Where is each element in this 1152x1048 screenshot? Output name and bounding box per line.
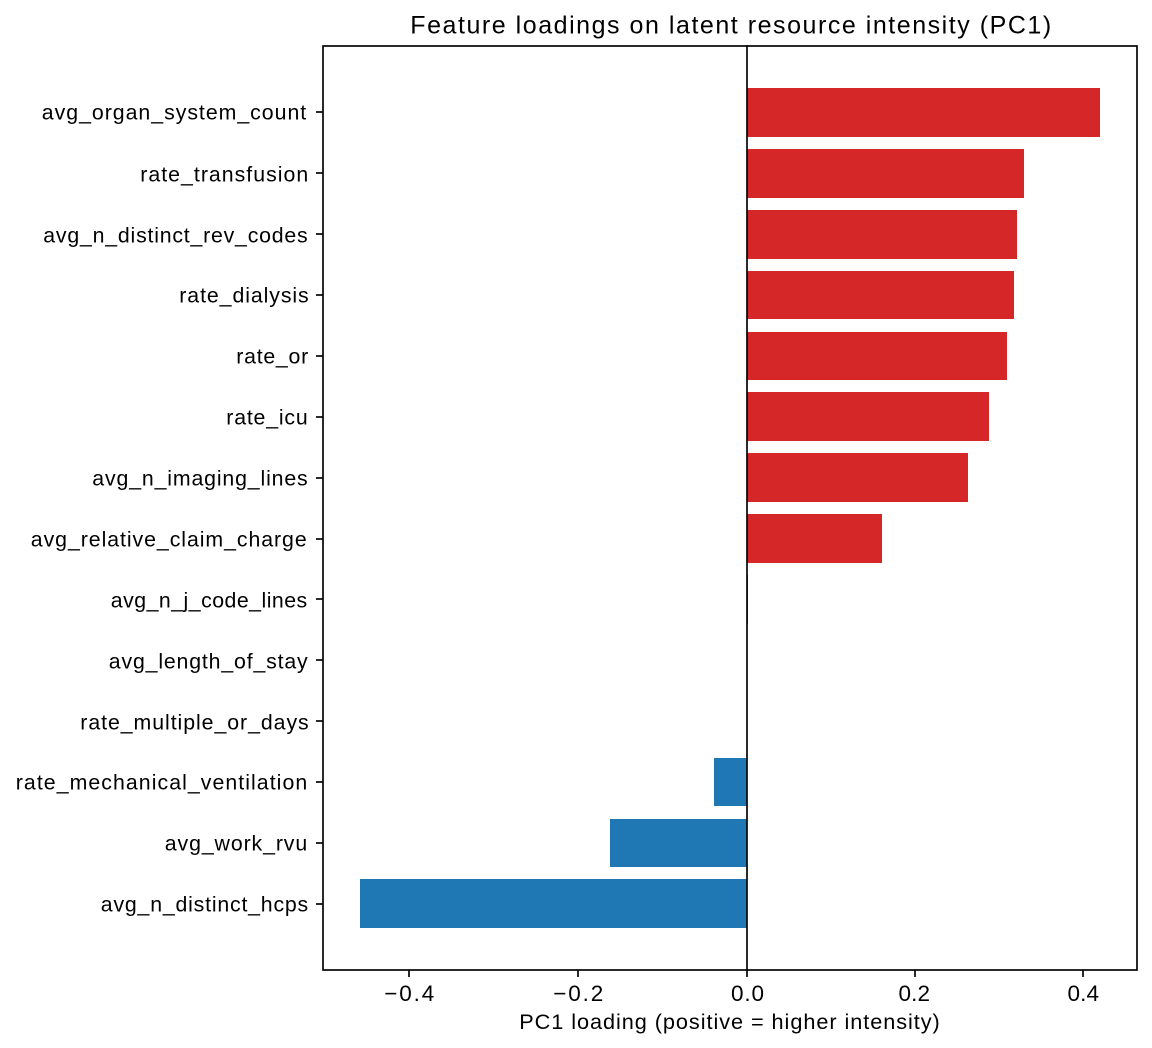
svg-text:avg_n_distinct_hcps: avg_n_distinct_hcps — [101, 893, 308, 917]
svg-text:avg_work_rvu: avg_work_rvu — [165, 832, 307, 856]
svg-text:rate_dialysis: rate_dialysis — [179, 284, 308, 308]
svg-text:avg_n_imaging_lines: avg_n_imaging_lines — [92, 467, 307, 491]
svg-text:0.2: 0.2 — [899, 981, 931, 1006]
svg-text:avg_relative_claim_charge: avg_relative_claim_charge — [31, 528, 307, 552]
svg-text:rate_transfusion: rate_transfusion — [140, 163, 308, 187]
svg-text:PC1 loading (positive = higher: PC1 loading (positive = higher intensity… — [519, 1009, 940, 1034]
svg-text:Feature loadings on latent res: Feature loadings on latent resource inte… — [410, 12, 1051, 40]
svg-text:−0.4: −0.4 — [384, 981, 434, 1006]
svg-text:avg_n_j_code_lines: avg_n_j_code_lines — [111, 589, 307, 613]
svg-text:rate_multiple_or_days: rate_multiple_or_days — [80, 711, 308, 735]
svg-text:0.0: 0.0 — [731, 981, 764, 1006]
svg-text:avg_organ_system_count: avg_organ_system_count — [42, 101, 306, 125]
svg-text:avg_length_of_stay: avg_length_of_stay — [109, 650, 308, 674]
svg-text:rate_icu: rate_icu — [226, 406, 307, 430]
svg-text:0.4: 0.4 — [1068, 981, 1100, 1006]
svg-text:rate_or: rate_or — [236, 345, 308, 369]
svg-text:avg_n_distinct_rev_codes: avg_n_distinct_rev_codes — [43, 224, 307, 248]
svg-text:−0.2: −0.2 — [553, 981, 603, 1006]
svg-text:rate_mechanical_ventilation: rate_mechanical_ventilation — [16, 771, 307, 795]
